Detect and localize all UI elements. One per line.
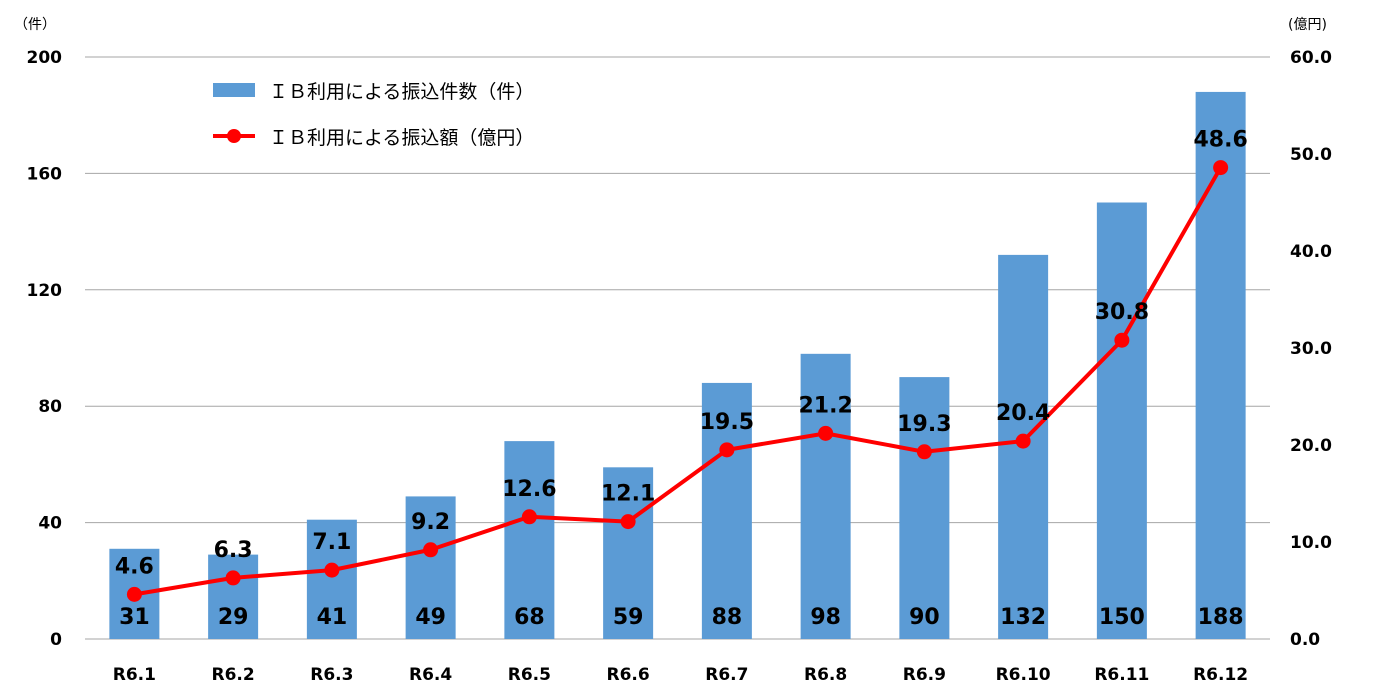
x-tick-label: R6.7 bbox=[705, 665, 748, 685]
line-value-label: 12.1 bbox=[601, 482, 655, 507]
right-tick-label: 60.0 bbox=[1290, 48, 1332, 68]
line-value-label: 6.3 bbox=[214, 538, 253, 563]
line-point bbox=[620, 514, 636, 530]
bar bbox=[208, 554, 259, 639]
x-tick-label: R6.6 bbox=[607, 665, 650, 685]
legend-bar-swatch bbox=[213, 83, 255, 97]
line-point bbox=[324, 562, 340, 578]
line-point bbox=[1114, 332, 1130, 348]
line-value-label: 4.6 bbox=[115, 554, 154, 579]
bar-value-label: 150 bbox=[1099, 605, 1145, 630]
x-tick-label: R6.9 bbox=[903, 665, 946, 685]
legend-line-label: ＩＢ利用による振込額（億円） bbox=[269, 126, 535, 149]
right-tick-label: 50.0 bbox=[1290, 145, 1332, 165]
bar bbox=[1096, 202, 1147, 639]
x-tick-label: R6.4 bbox=[409, 665, 452, 685]
left-tick-label: 200 bbox=[27, 48, 63, 68]
line-value-label: 19.3 bbox=[897, 412, 951, 437]
line-value-label: 7.1 bbox=[312, 530, 351, 555]
line-point bbox=[1015, 433, 1031, 449]
left-tick-label: 80 bbox=[38, 397, 62, 417]
x-tick-label: R6.3 bbox=[310, 665, 353, 685]
bar-value-label: 41 bbox=[317, 605, 348, 630]
bar-value-label: 90 bbox=[909, 605, 940, 630]
x-tick-label: R6.2 bbox=[212, 665, 255, 685]
x-tick-label: R6.8 bbox=[804, 665, 847, 685]
bar bbox=[405, 496, 456, 639]
right-tick-label: 10.0 bbox=[1290, 533, 1332, 553]
x-tick-label: R6.11 bbox=[1094, 665, 1149, 685]
line-point bbox=[818, 425, 834, 441]
line-point bbox=[126, 586, 142, 602]
right-tick-label: 40.0 bbox=[1290, 242, 1332, 262]
line-point bbox=[719, 442, 735, 458]
legend-bar-label: ＩＢ利用による振込件数（件） bbox=[269, 80, 535, 103]
x-tick-label: R6.12 bbox=[1193, 665, 1248, 685]
line-point bbox=[521, 509, 537, 525]
bar bbox=[701, 382, 752, 639]
bar-value-label: 49 bbox=[415, 605, 446, 630]
bar-value-label: 68 bbox=[514, 605, 545, 630]
bar-value-label: 59 bbox=[613, 605, 644, 630]
line-point bbox=[1213, 160, 1229, 176]
bar bbox=[800, 353, 851, 639]
bar-value-label: 98 bbox=[810, 605, 841, 630]
line-value-label: 21.2 bbox=[798, 393, 852, 418]
line-point bbox=[916, 444, 932, 460]
line-value-label: 20.4 bbox=[996, 401, 1050, 426]
legend: ＩＢ利用による振込件数（件） ＩＢ利用による振込額（億円） bbox=[213, 78, 534, 170]
bar-value-label: 29 bbox=[218, 605, 249, 630]
line-value-label: 9.2 bbox=[411, 510, 450, 535]
legend-item-bar: ＩＢ利用による振込件数（件） bbox=[213, 78, 535, 103]
line-series-path bbox=[134, 166, 1223, 597]
bar-value-label: 132 bbox=[1000, 605, 1046, 630]
left-tick-label: 40 bbox=[38, 514, 62, 534]
x-tick-label: R6.10 bbox=[996, 665, 1051, 685]
bar bbox=[603, 467, 654, 639]
x-tick-label: R6.5 bbox=[508, 665, 551, 685]
legend-line-swatch bbox=[213, 124, 255, 148]
bar bbox=[504, 441, 555, 639]
line-point bbox=[423, 542, 439, 558]
bar-value-label: 88 bbox=[712, 605, 743, 630]
x-tick-label: R6.1 bbox=[113, 665, 156, 685]
left-axis-unit: （件） bbox=[14, 17, 56, 33]
left-tick-label: 0 bbox=[50, 630, 62, 650]
line-value-label: 12.6 bbox=[502, 477, 556, 502]
bar bbox=[899, 377, 950, 639]
left-tick-label: 120 bbox=[27, 281, 63, 301]
bar bbox=[306, 519, 357, 639]
line-value-label: 19.5 bbox=[700, 410, 754, 435]
bar bbox=[1195, 91, 1246, 640]
right-tick-label: 20.0 bbox=[1290, 436, 1332, 456]
bar-value-label: 188 bbox=[1198, 605, 1244, 630]
right-axis-unit: (億円) bbox=[1288, 17, 1327, 33]
right-tick-label: 0.0 bbox=[1290, 630, 1320, 650]
line-value-label: 48.6 bbox=[1193, 128, 1247, 153]
left-tick-label: 160 bbox=[27, 164, 63, 184]
line-value-label: 30.8 bbox=[1095, 300, 1149, 325]
line-point bbox=[225, 570, 241, 586]
legend-item-line: ＩＢ利用による振込額（億円） bbox=[213, 124, 535, 149]
bar-value-label: 31 bbox=[119, 605, 150, 630]
right-tick-label: 30.0 bbox=[1290, 339, 1332, 359]
